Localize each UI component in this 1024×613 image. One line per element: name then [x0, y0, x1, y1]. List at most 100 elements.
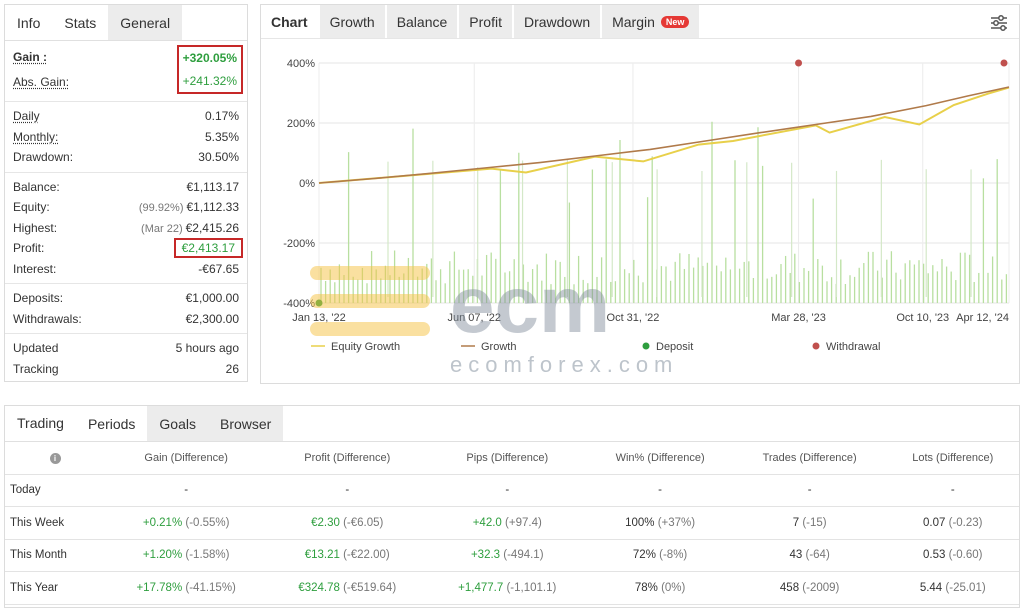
cell-win: 72% (-8%): [587, 539, 733, 572]
y-tick-label: 400%: [287, 58, 315, 70]
lots-difference: (-0.60): [948, 549, 983, 562]
balance-group: Balance: €1,113.17 Equity: (99.92%) €1,112.…: [5, 173, 247, 284]
chart-panel: Chart Growth Balance Profit Drawdown Mar…: [260, 4, 1020, 384]
tab-trading[interactable]: Trading: [5, 406, 76, 441]
table-row: This Month +1.20% (-1.58%) €13.21 (-€22.00…: [5, 539, 1019, 572]
equity-label: Equity:: [13, 200, 50, 215]
cell-gain: +1.20% (-1.58%): [105, 539, 268, 572]
trades-difference: (-2009): [802, 581, 840, 594]
win-value: -: [658, 484, 662, 497]
highest-date: (Mar 22): [141, 222, 183, 235]
win-difference: (0%): [661, 581, 686, 594]
interest-label: Interest:: [13, 261, 57, 276]
gain-value: +0.21%: [142, 516, 183, 529]
cell-lots: 5.44 (-25.01): [886, 571, 1019, 605]
tracking-row: Tracking 26: [13, 359, 239, 380]
tab-balance[interactable]: Balance: [386, 5, 458, 38]
deposits-value: €1,000.00: [185, 291, 239, 306]
info-icon[interactable]: i: [49, 452, 61, 464]
table-row: Today - - - - - -: [5, 474, 1019, 507]
legend-label: Withdrawal: [826, 341, 880, 353]
highest-row: Highest: (Mar 22) €2,415.26: [13, 218, 239, 239]
y-tick-label: 0%: [299, 178, 315, 190]
win-difference: (+37%): [657, 516, 696, 529]
period-label: This Week: [5, 506, 105, 540]
legend-swatch: [812, 342, 820, 350]
tab-general[interactable]: General: [108, 5, 183, 40]
drawdown-value: 30.50%: [198, 150, 239, 165]
header-trades[interactable]: Trades (Difference): [732, 442, 887, 475]
gain-label[interactable]: Gain :: [13, 50, 48, 64]
monthly-value: 5.35%: [204, 129, 239, 144]
info-tabs: Info Stats General: [5, 5, 247, 41]
tab-stats[interactable]: Stats: [52, 5, 109, 40]
drawdown-row: Drawdown: 30.50%: [13, 147, 239, 168]
tab-profit[interactable]: Profit: [459, 5, 512, 38]
equity-row: Equity: (99.92%) €1,112.33: [13, 197, 239, 218]
pips-difference: (+97.4): [505, 516, 542, 529]
cell-trades: 43 (-64): [732, 539, 887, 572]
interest-value: -€67.65: [198, 261, 239, 276]
monthly-label[interactable]: Monthly:: [13, 129, 59, 144]
win-difference: (-8%): [659, 549, 688, 562]
info-icon-header: i: [5, 442, 105, 475]
periods-table: i Gain (Difference) Profit (Difference) …: [5, 442, 1019, 605]
tab-info[interactable]: Info: [5, 5, 53, 40]
withdrawals-value: €2,300.00: [185, 311, 239, 326]
table-row: This Week +0.21% (-0.55%) €2.30 (-€6.05) +4…: [5, 506, 1019, 540]
profit-value: €13.21: [304, 549, 340, 562]
settings-sliders-icon[interactable]: [989, 13, 1009, 33]
gain-group: Gain : Abs. Gain: +320.05% +241.32%: [5, 41, 247, 102]
tab-browser[interactable]: Browser: [208, 406, 284, 441]
highest-label: Highest:: [13, 220, 58, 235]
cell-profit: €324.78 (-€519.64): [267, 571, 428, 605]
tab-goals[interactable]: Goals: [147, 406, 208, 441]
win-value: 78%: [634, 581, 658, 594]
tracking-value: 26: [225, 361, 239, 376]
lots-value: 5.44: [919, 581, 943, 594]
gain-difference: (-1.58%): [185, 549, 230, 562]
daily-row: Daily 0.17%: [13, 106, 239, 127]
tab-chart[interactable]: Chart: [261, 5, 318, 38]
legend-swatch: [642, 342, 650, 350]
cell-pips: +32.3 (-494.1): [427, 539, 588, 572]
gain-value: +17.78%: [136, 581, 183, 594]
interest-row: Interest: -€67.65: [13, 259, 239, 280]
lots-value: 0.53: [923, 549, 946, 562]
abs-gain-label[interactable]: Abs. Gain:: [13, 75, 70, 89]
pips-value: +32.3: [470, 549, 501, 562]
meta-group: Updated 5 hours ago Tracking 26: [5, 334, 247, 379]
tab-margin[interactable]: Margin New: [602, 5, 700, 38]
table-row: This Year +17.78% (-41.15%) €324.78 (-€519…: [5, 571, 1019, 605]
deposits-label: Deposits:: [13, 291, 64, 306]
lots-difference: (-0.23): [948, 516, 983, 529]
header-lots[interactable]: Lots (Difference): [886, 442, 1019, 475]
tab-growth[interactable]: Growth: [319, 5, 385, 38]
cell-trades: -: [732, 474, 887, 507]
tab-drawdown[interactable]: Drawdown: [513, 5, 601, 38]
header-pips[interactable]: Pips (Difference): [427, 442, 588, 475]
cell-lots: 0.07 (-0.23): [886, 506, 1019, 540]
header-gain[interactable]: Gain (Difference): [105, 442, 268, 475]
lots-value: 0.07: [923, 516, 946, 529]
x-tick-label: Mar 28, '23: [771, 312, 826, 324]
profit-value: -: [345, 484, 350, 497]
header-win[interactable]: Win% (Difference): [587, 442, 733, 475]
win-value: 100%: [625, 516, 655, 529]
tab-periods[interactable]: Periods: [75, 406, 148, 441]
header-profit[interactable]: Profit (Difference): [267, 442, 428, 475]
win-value: 72%: [632, 549, 656, 562]
cell-trades: 458 (-2009): [732, 571, 887, 605]
table-header-row: i Gain (Difference) Profit (Difference) …: [5, 442, 1019, 475]
lots-difference: (-25.01): [945, 581, 986, 594]
daily-label[interactable]: Daily: [13, 109, 40, 124]
withdrawals-label: Withdrawals:: [13, 311, 82, 326]
lots-value: -: [950, 484, 955, 497]
gain-rows: Gain : Abs. Gain: +320.05% +241.32%: [13, 45, 243, 95]
profit-value: €2,413.17: [173, 238, 243, 259]
balance-label: Balance:: [13, 179, 60, 194]
withdrawals-row: Withdrawals: €2,300.00: [13, 309, 239, 330]
deposit-point: [315, 299, 323, 307]
growth-chart: 400% 200% 0% -200% -400% Jan 13, '22 Jun 07, '…: [283, 58, 1010, 353]
updated-value: 5 hours ago: [175, 341, 239, 356]
